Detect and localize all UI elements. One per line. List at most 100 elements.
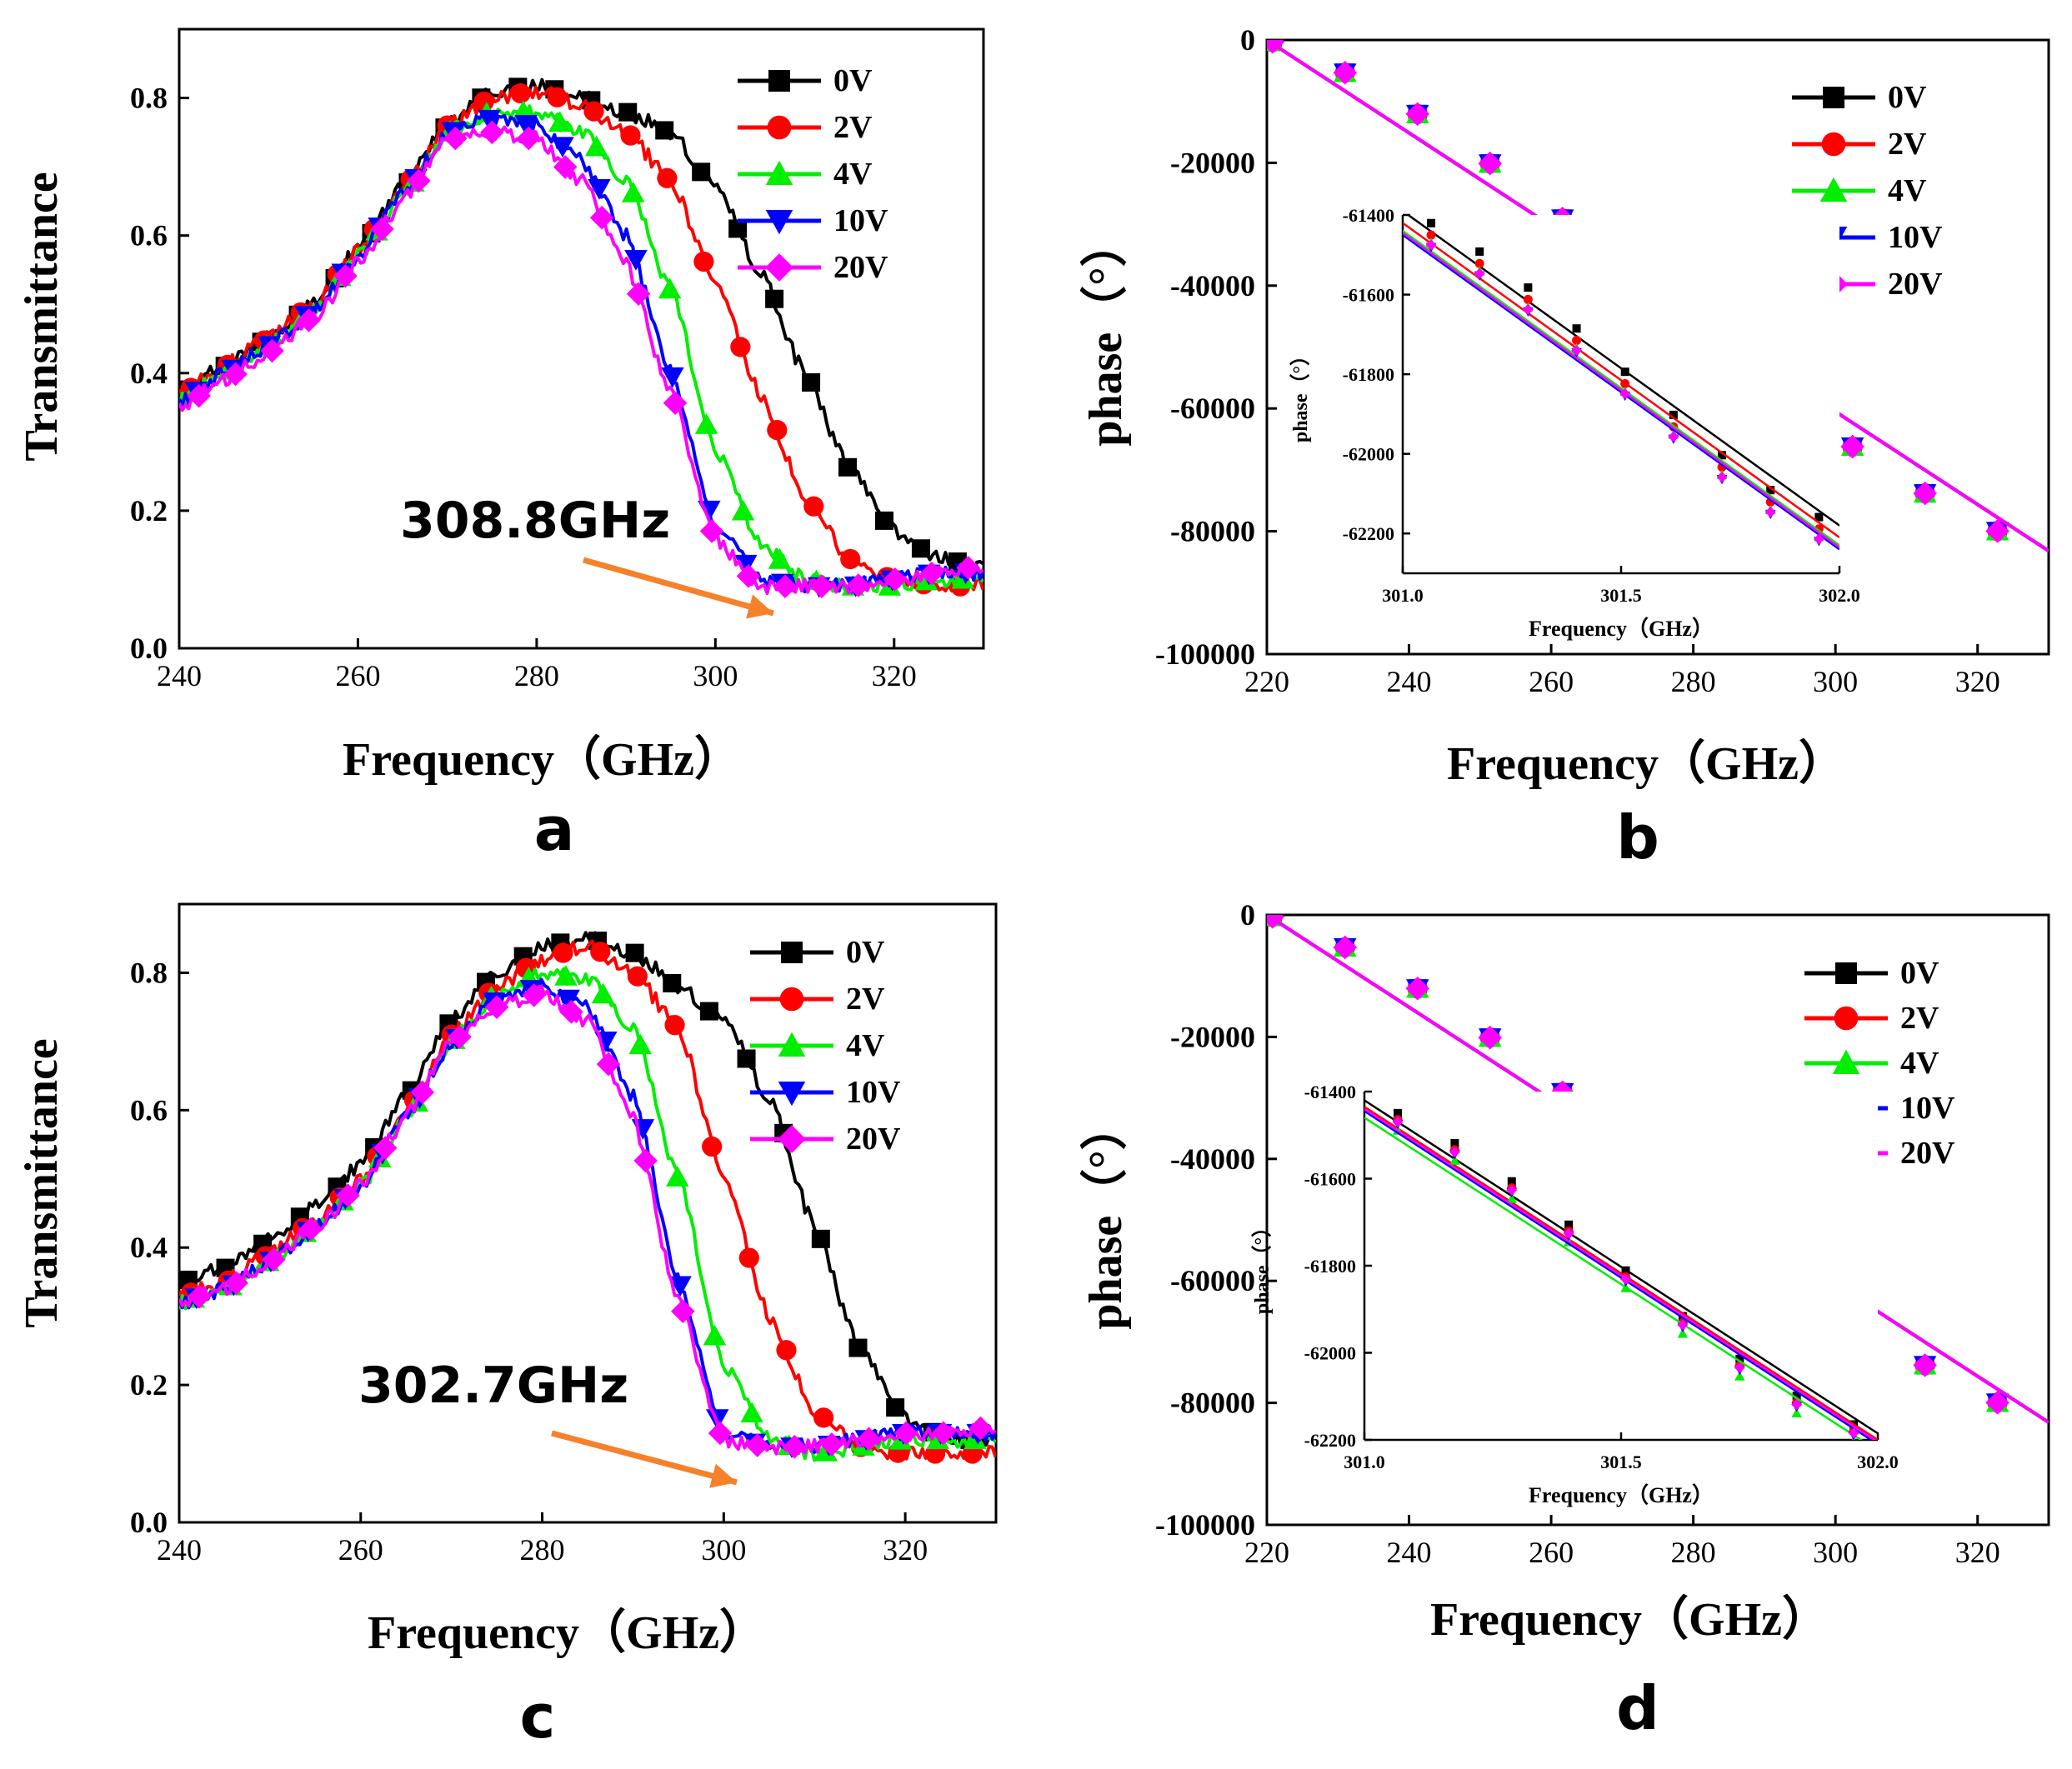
inset-marker-20V [1668, 431, 1679, 442]
marker-20V [846, 573, 871, 597]
inset-line-4V [1403, 230, 1839, 547]
marker-2V [590, 942, 611, 962]
y-tick-label: 0.6 [130, 219, 168, 252]
marker-0V [886, 1398, 905, 1417]
legend-label-4V: 4V [846, 1028, 885, 1063]
inset-marker-0V [1524, 283, 1533, 292]
legend-label-2V: 2V [1900, 1001, 1939, 1036]
x-tick-label: 300 [1813, 1536, 1858, 1569]
legend-marker-20V [778, 1125, 806, 1153]
inset-x-axis-title: Frequency（GHz） [1529, 1483, 1714, 1507]
inset-line-2V [1364, 1106, 1878, 1440]
inset-y-tick-label: -62000 [1343, 444, 1394, 465]
marker-2V [813, 1407, 834, 1428]
legend-label-2V: 2V [833, 110, 873, 145]
legend-label-0V: 0V [1900, 956, 1939, 991]
marker-20V [857, 1427, 881, 1452]
marker-20V [1267, 40, 1285, 54]
inset-x-axis-title: Frequency（GHz） [1529, 617, 1714, 641]
marker-20V [410, 1080, 435, 1105]
y-tick-label: 0 [1240, 898, 1255, 932]
x-tick-label: 320 [872, 659, 917, 692]
y-tick-label: 0.2 [130, 1368, 168, 1402]
inset-marker-20V [1813, 533, 1824, 545]
panel-b: 220 240 260 280 300 320 0 -20000 -40000 -60000 -80… [1079, 23, 2050, 872]
inset-x-tick-label: 302.0 [1819, 585, 1860, 606]
legend-label-10V: 10V [833, 203, 888, 238]
marker-2V [627, 966, 648, 987]
marker-2V [840, 548, 861, 570]
inset-marker-20V [1677, 1319, 1689, 1331]
marker-20V [1405, 102, 1430, 127]
x-tick-label: 240 [157, 659, 202, 692]
marker-2V [776, 1340, 797, 1361]
legend-label-20V: 20V [1888, 267, 1943, 302]
marker-20V [559, 1000, 583, 1024]
legend-label-0V: 0V [1888, 80, 1927, 115]
legend-marker-0V [768, 70, 790, 92]
marker-2V [803, 496, 824, 517]
marker-20V [553, 155, 578, 179]
marker-0V [625, 943, 644, 962]
inset-marker-20V [1716, 472, 1728, 483]
inset-y-tick-label: -61800 [1343, 364, 1394, 385]
marker-20V [336, 1183, 360, 1207]
marker-0V [663, 973, 682, 992]
marker-20V [484, 995, 509, 1019]
y-tick-label: -40000 [1170, 269, 1255, 302]
y-axis-title: Transmittance [16, 172, 68, 461]
annotation-label: 302.7GHz [358, 1357, 628, 1415]
x-tick-label: 280 [520, 1533, 565, 1567]
marker-20V [708, 1421, 733, 1446]
inset-marker-20V [1392, 1116, 1404, 1127]
x-tick-label: 320 [883, 1533, 928, 1567]
legend-marker-2V [779, 987, 804, 1012]
legend-label-10V: 10V [846, 1075, 901, 1110]
marker-2V [510, 82, 531, 104]
marker-2V [553, 942, 573, 963]
marker-20V [187, 383, 211, 408]
inset-marker-0V [1766, 486, 1775, 495]
annotation-arrowhead [746, 594, 773, 619]
marker-20V [333, 263, 358, 288]
y-tick-label: -100000 [1155, 1508, 1255, 1542]
inset-marker-0V [1572, 324, 1581, 333]
marker-2V [657, 167, 678, 188]
inset-line-4V [1364, 1117, 1864, 1440]
plot-frame [178, 27, 985, 650]
inset-marker-20V [1764, 506, 1776, 517]
annotation-label: 308.8GHz [400, 492, 670, 550]
legend-label-20V: 20V [1900, 1136, 1955, 1171]
inset-marker-4V [1506, 1193, 1518, 1203]
x-tick-label: 280 [514, 659, 559, 692]
marker-10V [551, 137, 574, 158]
marker-2V [767, 420, 788, 441]
marker-20V [223, 362, 248, 387]
inset-marker-0V [1394, 1108, 1403, 1117]
legend-marker-2V [1821, 132, 1846, 157]
inset-marker-2V [1426, 230, 1436, 240]
legend-marker-4V [1832, 1049, 1860, 1074]
marker-20V [782, 1435, 807, 1459]
inset-marker-20V [1791, 1399, 1803, 1411]
legend-marker-0V [1823, 87, 1844, 108]
inset-marker-0V [1792, 1392, 1801, 1401]
x-axis-title: Frequency（GHz） [1447, 737, 1845, 790]
marker-0V [728, 219, 748, 238]
marker-0V [911, 539, 930, 558]
marker-20V [663, 391, 688, 415]
inset-marker-0V [1450, 1139, 1459, 1148]
marker-10V [514, 114, 538, 136]
marker-4V [694, 412, 718, 434]
marker-2V [664, 1015, 685, 1036]
marker-20V [522, 983, 547, 1007]
marker-20V [1333, 935, 1358, 960]
y-tick-label: -20000 [1170, 146, 1255, 179]
annotation-arrowhead [709, 1463, 737, 1488]
legend-label-0V: 0V [846, 935, 885, 970]
x-tick-label: 300 [701, 1533, 746, 1567]
inset-x-tick-label: 302.0 [1857, 1452, 1899, 1472]
marker-0V [802, 372, 821, 392]
x-tick-label: 280 [1671, 665, 1716, 698]
inset-marker-20V [1620, 1273, 1632, 1285]
